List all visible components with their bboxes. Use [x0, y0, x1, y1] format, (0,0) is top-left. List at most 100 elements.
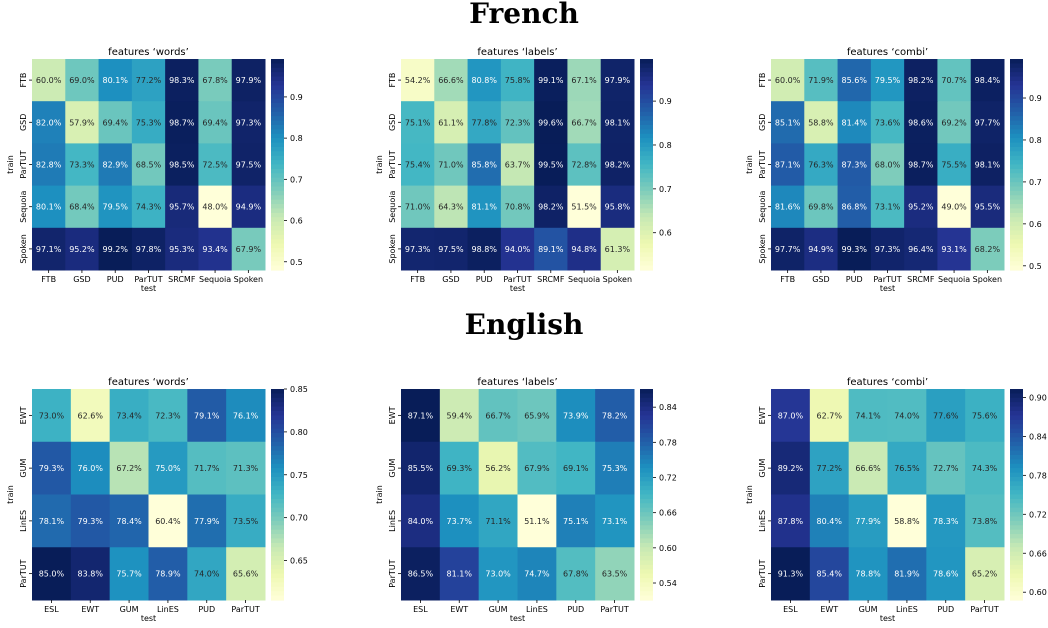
colorbar-strip — [1010, 168, 1023, 174]
colorbar-strip — [271, 415, 284, 421]
colorbar-strip — [271, 212, 284, 218]
cell-value-label: 54.2% — [405, 76, 431, 85]
heatmap-cell — [848, 389, 888, 443]
colorbar-strip — [640, 406, 653, 412]
colorbar-strip — [271, 89, 284, 95]
heatmap-cell — [567, 185, 602, 229]
cell-value-label: 80.4% — [817, 517, 843, 526]
colorbar-strip — [1010, 573, 1023, 579]
cell-value-label: 75.1% — [563, 517, 589, 526]
colorbar-tick-label: 0.85 — [290, 385, 308, 394]
colorbar-strip — [1010, 389, 1023, 394]
cell-value-label: 85.0% — [39, 570, 65, 579]
y-tick-label: EWT — [758, 406, 767, 424]
x-axis-label: test — [141, 284, 156, 293]
cell-value-label: 64.3% — [438, 203, 464, 212]
y-tick-label: LinES — [758, 510, 767, 532]
colorbar-strip — [1010, 441, 1023, 447]
y-tick-label: GSD — [19, 114, 28, 131]
cell-value-label: 97.3% — [875, 245, 901, 254]
y-tick-label: LinES — [388, 510, 397, 532]
colorbar-strip — [1010, 569, 1023, 575]
heatmap-cell — [809, 389, 850, 443]
heatmap-1: features ‘words’ 60.0% 69.0% 80.1% 77.2% 98.3… — [6, 47, 303, 293]
x-tick-label: FTB — [41, 275, 56, 284]
heatmap-cell — [226, 389, 266, 443]
colorbar-strip — [271, 182, 284, 188]
x-tick-label: ParTUT — [600, 605, 628, 614]
cell-value-label: 95.3% — [169, 245, 195, 254]
heatmap-cell — [567, 101, 602, 144]
heatmap-cell — [937, 185, 972, 229]
cell-value-label: 79.5% — [875, 76, 901, 85]
colorbar-strip — [640, 89, 653, 95]
heatmap-cell — [148, 389, 188, 443]
chart-title: features ‘combi’ — [847, 47, 928, 58]
heatmap-cell — [595, 441, 635, 495]
colorbar-strip — [1010, 507, 1023, 513]
heatmap-cell — [926, 547, 966, 601]
colorbar-strip — [1010, 454, 1023, 460]
cell-value-label: 73.6% — [875, 118, 901, 127]
colorbar-strip — [1010, 76, 1023, 82]
heatmap-cell — [434, 101, 469, 144]
colorbar-strip — [640, 186, 653, 192]
y-tick-label: EWT — [388, 406, 397, 424]
heatmap-cell — [887, 441, 927, 495]
heatmap-cell — [904, 101, 938, 144]
cell-value-label: 95.5% — [975, 203, 1001, 212]
x-tick-label: PUD — [107, 275, 124, 284]
cell-value-label: 75.4% — [405, 161, 431, 170]
colorbar-tick-label: 0.75 — [290, 471, 308, 480]
cell-value-label: 67.1% — [571, 76, 597, 85]
colorbar-strip — [1010, 551, 1023, 557]
heatmap-3: features ‘combi’ 60.0% 71.9% 85.6% 79.5% 98.2… — [745, 47, 1042, 293]
colorbar-strip — [271, 468, 284, 474]
heatmap-cell — [231, 101, 266, 144]
cell-value-label: 57.9% — [69, 118, 95, 127]
heatmap-cell — [534, 143, 568, 187]
colorbar-strip — [1010, 582, 1023, 588]
colorbar-strip — [1010, 538, 1023, 544]
colorbar-strip — [271, 124, 284, 130]
colorbar-strip — [271, 160, 284, 166]
colorbar-strip — [640, 208, 653, 214]
heatmap-cell — [131, 185, 166, 229]
colorbar-tick-label: 0.90 — [1029, 393, 1047, 402]
x-tick-label: SRCMF — [537, 275, 565, 284]
colorbar-strip — [640, 498, 653, 504]
colorbar-strip — [1010, 468, 1023, 474]
cell-value-label: 98.1% — [975, 161, 1001, 170]
heatmap-cell — [804, 101, 839, 144]
colorbar-strip — [1010, 63, 1023, 69]
colorbar-strip — [271, 98, 284, 104]
cell-value-label: 66.6% — [438, 76, 464, 85]
heatmap-4: features ‘words’ 73.0% 62.6% 73.4% 72.3% 79.1… — [6, 377, 308, 623]
cell-value-label: 73.0% — [39, 411, 65, 420]
colorbar-strip — [271, 261, 284, 267]
heatmap-cell — [771, 389, 811, 443]
colorbar-strip — [271, 80, 284, 86]
colorbar-strip — [271, 397, 284, 403]
cell-value-label: 97.5% — [236, 161, 262, 170]
colorbar-strip — [1010, 142, 1023, 148]
heatmap-cell — [600, 185, 635, 229]
heatmap-cell — [595, 547, 635, 601]
colorbar-strip — [640, 419, 653, 425]
x-tick-label: ESL — [44, 605, 59, 614]
colorbar-strip — [271, 402, 284, 408]
colorbar-strip — [1010, 94, 1023, 100]
heatmap-cell — [837, 227, 872, 271]
colorbar-strip — [271, 76, 284, 82]
colorbar-tick-label: 0.78 — [1029, 471, 1047, 480]
colorbar-strip — [1010, 111, 1023, 117]
colorbar-strip — [1010, 89, 1023, 95]
heatmap-cell — [70, 547, 111, 601]
colorbar-strip — [271, 463, 284, 469]
cell-value-label: 49.0% — [941, 203, 967, 212]
colorbar-strip — [1010, 591, 1023, 597]
y-tick-label: ParTUT — [758, 150, 767, 178]
heatmap-cell — [837, 143, 872, 187]
colorbar-strip — [640, 468, 653, 474]
heatmap-cell — [904, 143, 938, 187]
